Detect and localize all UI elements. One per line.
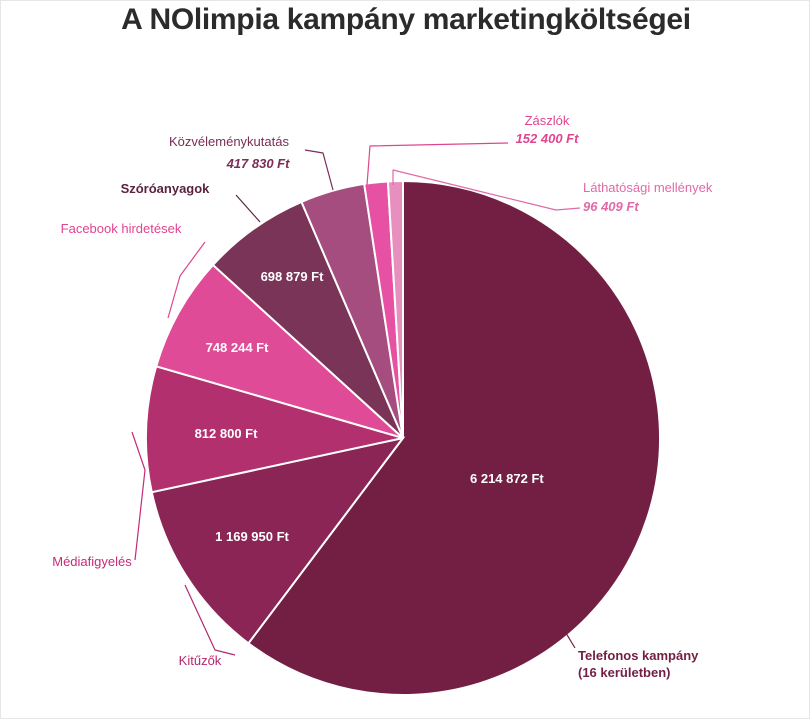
label-connector — [131, 431, 146, 561]
pie-slice — [145, 365, 404, 494]
pie-slice — [211, 200, 404, 439]
label-connector — [235, 194, 261, 223]
slice-name-label: Zászlók — [525, 113, 570, 128]
label-connector — [554, 614, 576, 649]
pie-slice — [247, 179, 661, 696]
pie-labels: 6 214 872 Ft Telefonos kampány (16 kerület… — [52, 113, 713, 680]
label-connector — [167, 241, 206, 319]
pie-slices — [145, 179, 661, 696]
slice-name-label: Kitűzők — [179, 653, 222, 668]
slice-value-label: 96 409 Ft — [583, 199, 639, 214]
slice-value-label: 417 830 Ft — [226, 156, 291, 171]
label-connector — [392, 169, 581, 211]
chart-title: A NOlimpia kampány marketingköltségei — [121, 3, 691, 36]
pie-slice — [386, 179, 404, 439]
slice-value-label: 152 400 Ft — [516, 131, 580, 146]
pie-slice — [150, 436, 406, 645]
slice-name-label: (16 kerületben) — [578, 665, 670, 680]
label-connector — [184, 584, 236, 656]
slice-value-label: 748 244 Ft — [206, 340, 270, 355]
pie-slice — [154, 263, 404, 439]
slice-name-label: Médiafigyelés — [52, 554, 132, 569]
label-connector — [366, 142, 509, 186]
slice-name-label: Közvéleménykutatás — [169, 134, 289, 149]
slice-name-label: Szóróanyagok — [121, 181, 211, 196]
slice-name-label: Facebook hirdetések — [61, 221, 182, 236]
slice-value-label: 1 169 950 Ft — [215, 529, 289, 544]
label-connector — [304, 149, 334, 191]
slice-name-label: Telefonos kampány — [578, 648, 699, 663]
slice-value-label: 698 879 Ft — [261, 269, 325, 284]
slice-value-label: 812 800 Ft — [195, 426, 259, 441]
label-connectors — [131, 142, 581, 656]
slice-value-label: 6 214 872 Ft — [470, 471, 544, 486]
slice-name-label: Láthatósági mellények — [583, 180, 713, 195]
